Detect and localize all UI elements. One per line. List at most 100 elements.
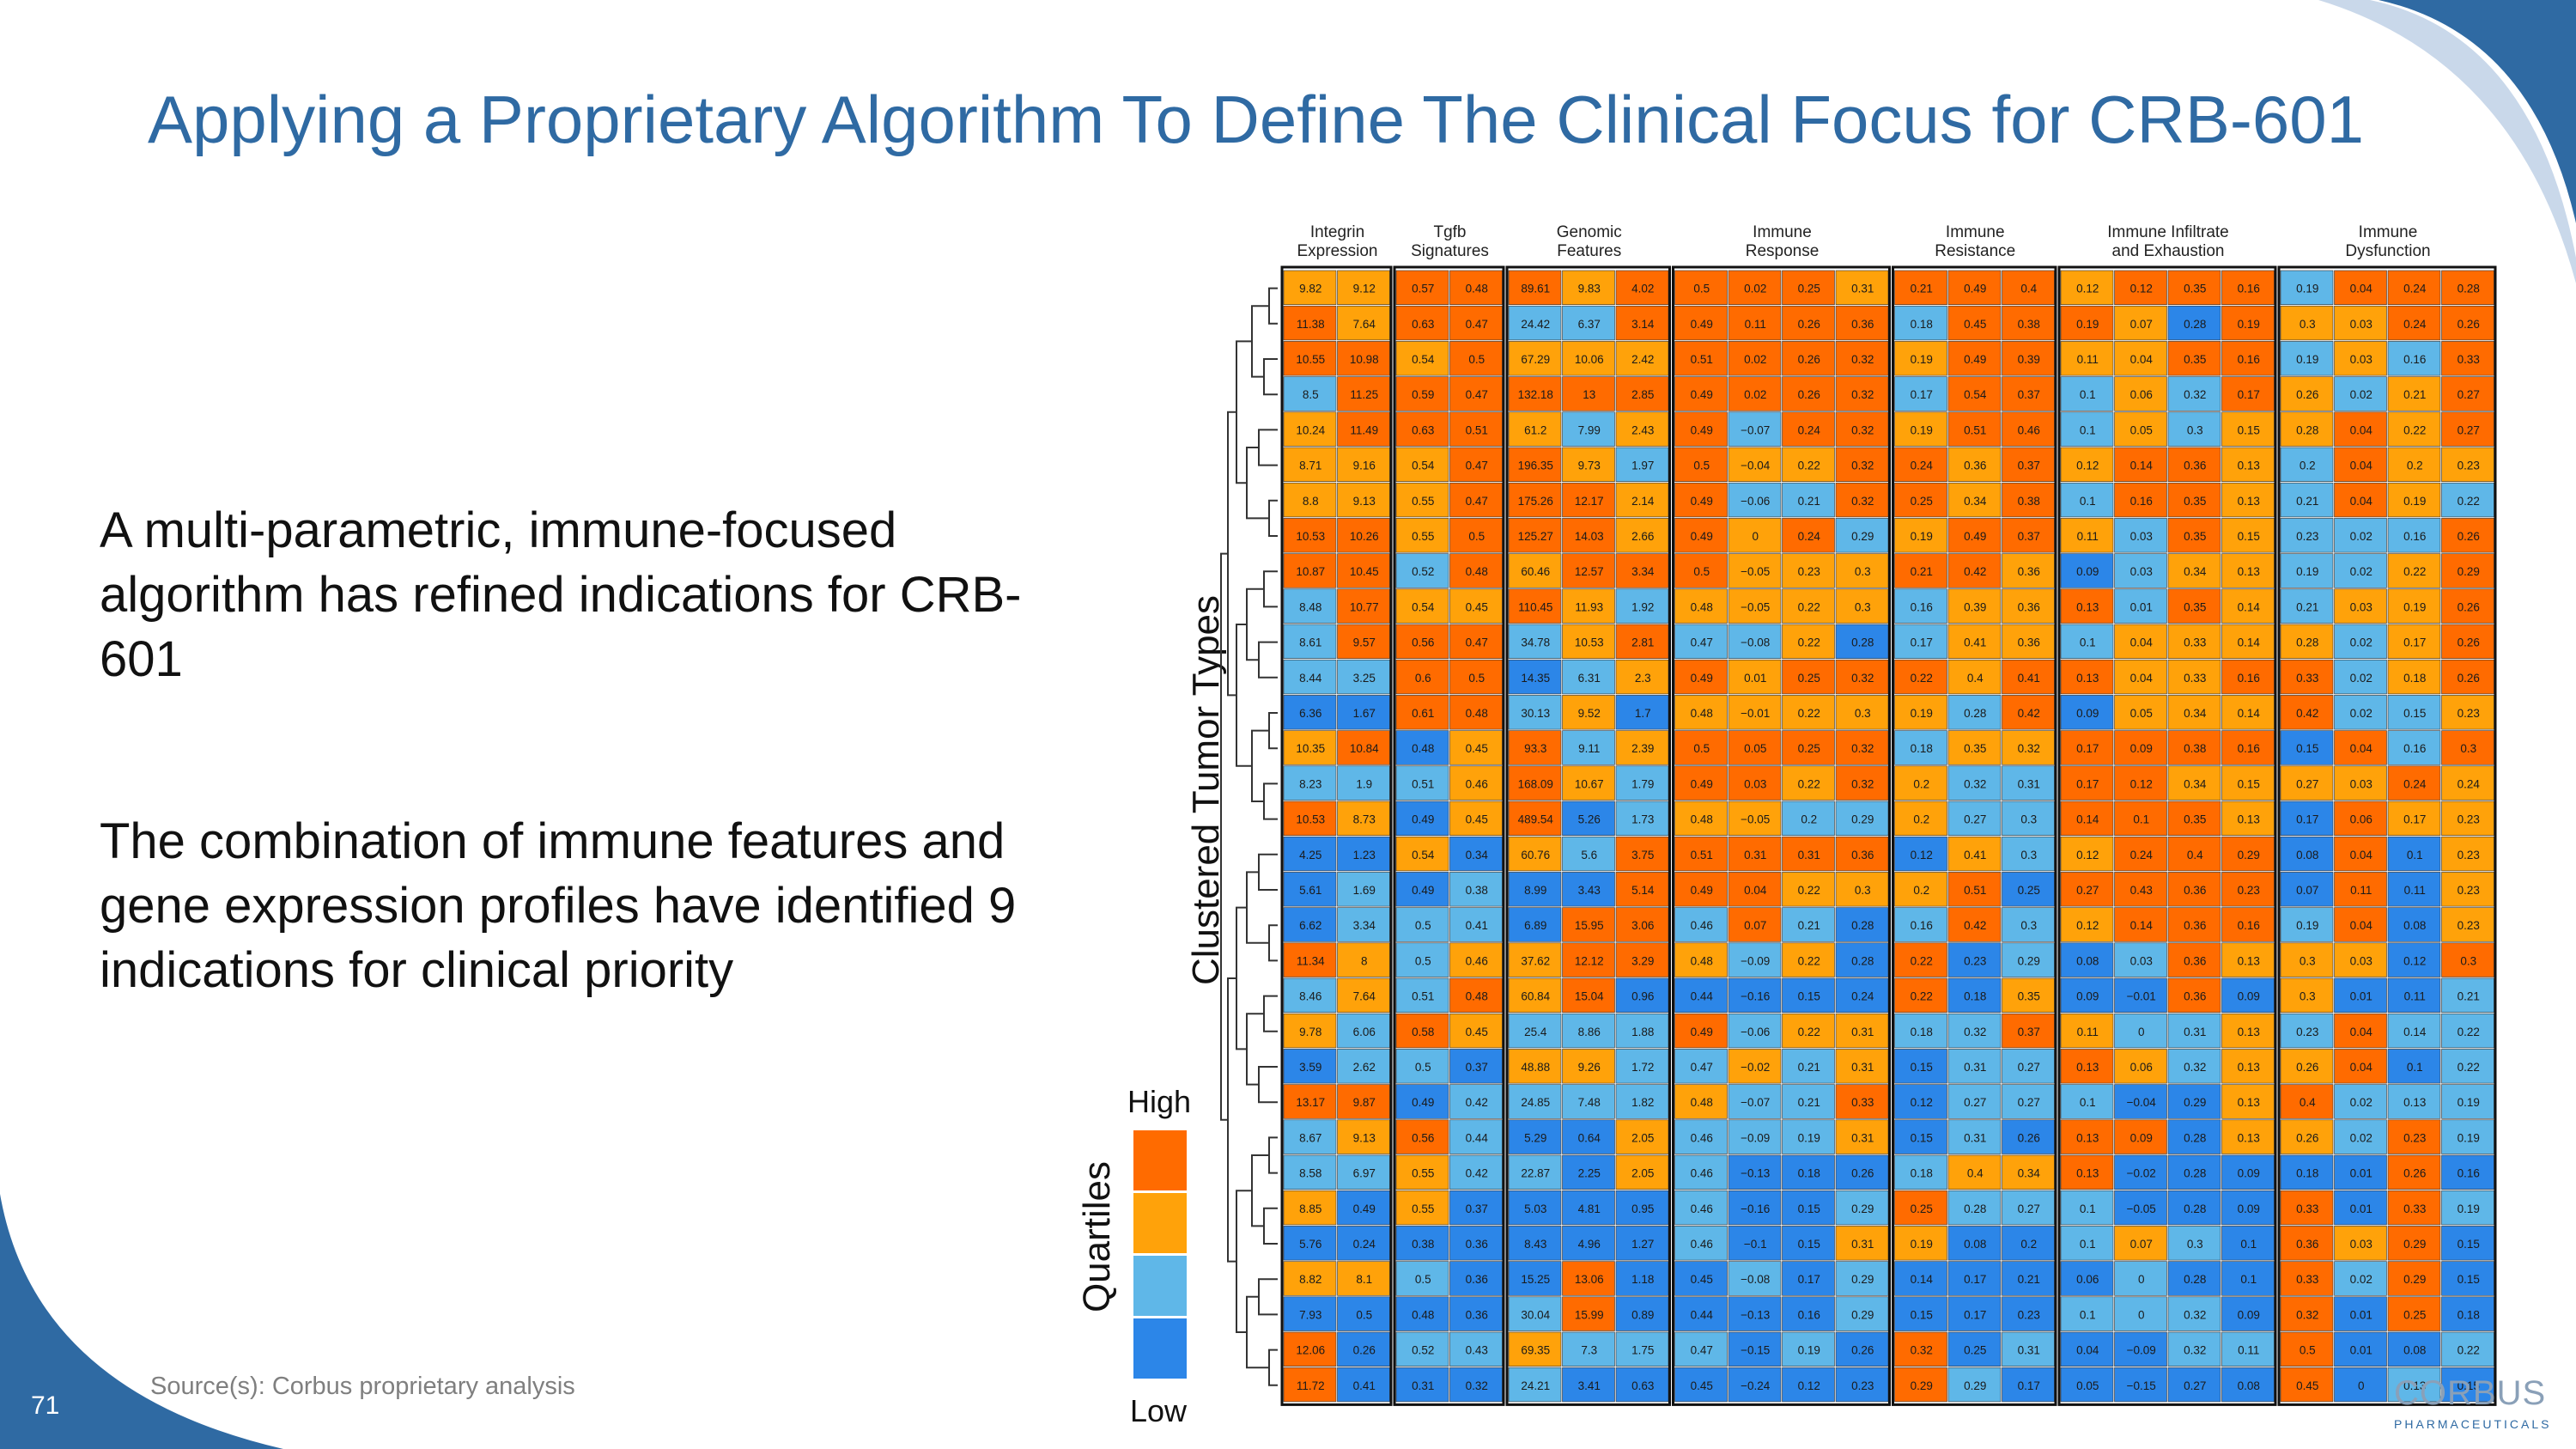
heatmap-cell-label: 0.14 <box>2238 636 2261 649</box>
heatmap-cell <box>1337 447 1390 483</box>
heatmap-cell-label: 0.18 <box>1911 1026 1933 1038</box>
heatmap-cell <box>2002 872 2055 907</box>
heatmap-cell <box>2334 765 2387 801</box>
heatmap-cell <box>1728 1084 1782 1119</box>
heatmap-cell <box>2002 765 2055 801</box>
heatmap-cell <box>1947 553 2002 588</box>
heatmap-cell-label: 0.34 <box>2018 1167 2041 1180</box>
heatmap-cell-label: 0.1 <box>2080 423 2096 436</box>
heatmap-cell <box>1674 447 1728 483</box>
heatmap-cell <box>1337 411 1390 447</box>
heatmap-cell-label: 0.48 <box>1691 813 1713 826</box>
heatmap-cell-label: 0.19 <box>1911 423 1933 436</box>
heatmap-cell-label: 0.4 <box>1967 1167 1984 1180</box>
heatmap-cell-label: −0.09 <box>1741 954 1770 967</box>
heatmap-cell-label: 0.16 <box>1911 919 1933 932</box>
heatmap-cell <box>1449 1190 1503 1226</box>
heatmap-cell-label: 0.13 <box>2238 813 2260 826</box>
heatmap-cell <box>2221 872 2275 907</box>
heatmap-cell <box>1562 341 1615 376</box>
heatmap-cell <box>2221 659 2275 695</box>
heatmap-cell-label: 0.01 <box>2350 1167 2372 1180</box>
heatmap-cell <box>1615 376 1669 411</box>
heatmap-cell <box>1395 518 1449 553</box>
heatmap-cell-label: 0.25 <box>1798 283 1820 295</box>
heatmap-cell <box>2387 1261 2441 1296</box>
heatmap-cell <box>2167 1296 2221 1331</box>
heatmap-cell-label: 0.28 <box>1851 954 1874 967</box>
heatmap-cell-label: 8.8 <box>1303 495 1319 508</box>
heatmap-cell-label: 0.5 <box>1693 460 1710 472</box>
heatmap-cell <box>1395 872 1449 907</box>
heatmap-cell <box>1782 482 1835 518</box>
heatmap-cell-label: 0.11 <box>2077 353 2099 366</box>
heatmap-cell-label: 0.35 <box>2184 353 2206 366</box>
heatmap-cell-label: 0.04 <box>2130 353 2154 366</box>
heatmap-cell <box>1835 659 1889 695</box>
heatmap-cell <box>1395 1049 1449 1084</box>
heatmap-cell-label: 11.25 <box>1350 388 1378 401</box>
heatmap-cell-label: −0.04 <box>1741 460 1771 472</box>
heatmap-cell-label: 0.5 <box>1693 565 1710 578</box>
heatmap-cell-label: 0.64 <box>1578 1131 1601 1144</box>
heatmap-cell <box>2441 1190 2494 1226</box>
heatmap-cell-label: 0.15 <box>2296 742 2318 755</box>
heatmap-cell-label: 2.43 <box>1631 423 1654 436</box>
heatmap-cell-label: 1.7 <box>1635 707 1651 720</box>
heatmap-cell <box>1728 518 1782 553</box>
heatmap-cell-label: 15.25 <box>1521 1273 1550 1286</box>
heatmap-cell-label: 10.53 <box>1296 530 1325 543</box>
heatmap-cell-label: 0 <box>2138 1308 2145 1321</box>
heatmap-cell-label: 0.14 <box>2403 1026 2427 1038</box>
heatmap-cell <box>2334 872 2387 907</box>
heatmap-cell <box>1835 376 1889 411</box>
heatmap-cell <box>2167 872 2221 907</box>
heatmap-cell-label: 0.24 <box>1798 423 1821 436</box>
heatmap-cell <box>1782 1013 1835 1049</box>
heatmap-group-header: Immune <box>1946 223 2005 241</box>
heatmap-cell <box>1337 1084 1390 1119</box>
heatmap-cell <box>1782 553 1835 588</box>
heatmap-cell <box>1508 942 1562 977</box>
heatmap-cell <box>1449 942 1503 977</box>
heatmap-cell <box>1395 1013 1449 1049</box>
heatmap-cell <box>1674 270 1728 306</box>
heatmap-cell <box>1562 411 1615 447</box>
heatmap-cell <box>2441 305 2494 341</box>
heatmap-cell <box>1449 977 1503 1014</box>
heatmap-cell-label: 0.26 <box>1353 1344 1376 1357</box>
heatmap-cell <box>1835 907 1889 942</box>
heatmap-cell <box>1562 730 1615 765</box>
source-note: Source(s): Corbus proprietary analysis <box>150 1373 575 1400</box>
heatmap-cell-label: 0.08 <box>2296 849 2318 861</box>
heatmap-cell-label: 0.48 <box>1466 565 1488 578</box>
heatmap-cell <box>1337 270 1390 306</box>
heatmap-cell <box>2280 659 2334 695</box>
heatmap-cell <box>2114 553 2167 588</box>
heatmap-cell-label: 0.12 <box>1911 849 1933 861</box>
heatmap-cell-label: 175.26 <box>1518 495 1553 508</box>
heatmap-cell <box>1337 942 1390 977</box>
heatmap-cell-label: 0.5 <box>1468 353 1485 366</box>
heatmap-cell-label: 0.57 <box>1412 283 1434 295</box>
heatmap-cell <box>1562 1013 1615 1049</box>
heatmap-cell <box>1947 624 2002 660</box>
heatmap-cell <box>1894 1084 1947 1119</box>
legend-swatch-q4 <box>1133 1318 1187 1379</box>
heatmap-cell-label: 0.12 <box>2076 919 2099 932</box>
heatmap-cell-label: 3.29 <box>1631 954 1654 967</box>
heatmap-cell-label: 0.32 <box>1851 423 1874 436</box>
heatmap-cell-label: 6.37 <box>1578 318 1601 331</box>
heatmap-cell-label: −0.06 <box>1741 495 1770 508</box>
heatmap-cell-label: 0.08 <box>2238 1379 2260 1392</box>
heatmap-cell-label: 0.23 <box>2458 460 2480 472</box>
heatmap-cell <box>1449 730 1503 765</box>
heatmap-cell-label: 0.21 <box>1911 565 1933 578</box>
heatmap-cell-label: 0.18 <box>1911 318 1933 331</box>
heatmap-cell <box>2280 907 2334 942</box>
heatmap-cell-label: 10.45 <box>1350 565 1379 578</box>
heatmap-cell-label: 1.23 <box>1353 849 1376 861</box>
heatmap-cell <box>1449 1013 1503 1049</box>
heatmap-cell-label: 0.11 <box>2077 530 2099 543</box>
heatmap-cell <box>1508 836 1562 872</box>
